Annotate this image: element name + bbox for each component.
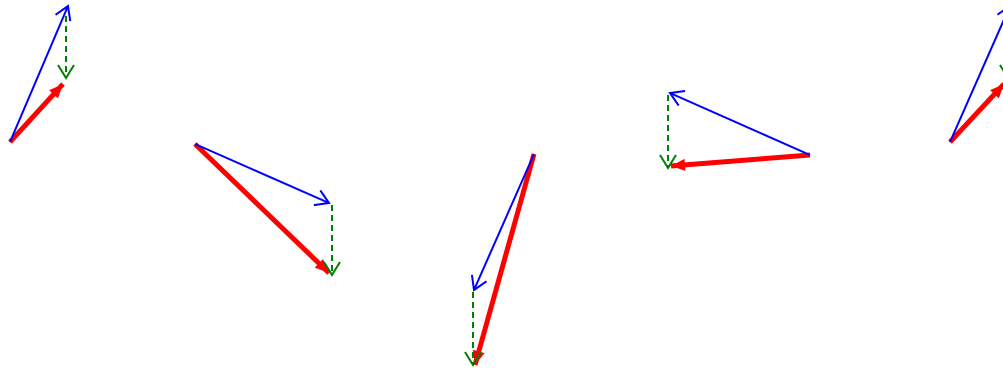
resultant-vector-arrow bbox=[472, 153, 537, 366]
initial-vector-arrow bbox=[470, 153, 535, 292]
vector-group-2 bbox=[193, 142, 341, 277]
resultant-vector-arrow-shaft bbox=[670, 152, 811, 169]
initial-vector-arrow bbox=[949, 9, 1003, 143]
added-vector-arrow bbox=[323, 205, 341, 277]
resultant-vector-arrow-shaft bbox=[472, 153, 537, 366]
initial-vector-arrow-shaft bbox=[669, 92, 811, 156]
added-vector-arrow bbox=[659, 95, 677, 170]
initial-vector-arrow-shaft bbox=[949, 19, 1003, 143]
initial-vector-arrow bbox=[194, 143, 331, 207]
added-vector-arrow bbox=[464, 292, 482, 367]
resultant-vector-arrow bbox=[948, 82, 1003, 144]
added-vector-arrow-head bbox=[464, 351, 482, 367]
initial-vector-arrow-head bbox=[54, 4, 72, 22]
initial-vector-arrow bbox=[9, 4, 72, 143]
vector-group-3 bbox=[464, 153, 537, 367]
initial-vector-arrow-shaft bbox=[9, 5, 69, 143]
resultant-vector-arrow-shaft bbox=[193, 142, 331, 275]
resultant-vector-arrow bbox=[193, 142, 331, 275]
added-vector-arrow bbox=[57, 16, 75, 80]
vector-groups bbox=[8, 4, 1003, 367]
resultant-vector-arrow bbox=[8, 82, 65, 144]
resultant-vector-arrow-head bbox=[671, 158, 686, 171]
initial-vector-arrow-shaft bbox=[473, 153, 535, 291]
resultant-vector-arrow-head bbox=[49, 84, 63, 99]
initial-vector-arrow-head bbox=[668, 89, 686, 107]
initial-vector-arrow-head bbox=[996, 9, 1003, 16]
added-vector-arrow-head bbox=[323, 261, 341, 277]
initial-vector-arrow bbox=[668, 89, 811, 156]
resultant-vector-arrow-head bbox=[990, 84, 1003, 99]
vector-group-1 bbox=[8, 4, 75, 144]
vector-group-4 bbox=[659, 89, 811, 171]
resultant-vector-arrow-head bbox=[314, 258, 329, 273]
initial-vector-arrow-shaft bbox=[194, 143, 330, 204]
initial-vector-arrow-head bbox=[470, 274, 488, 292]
added-vector-arrow-head bbox=[659, 154, 677, 170]
added-vector-arrow-head bbox=[57, 64, 75, 80]
resultant-vector-arrow bbox=[670, 152, 811, 171]
initial-vector-arrow-head bbox=[313, 189, 331, 207]
vector-group-5 bbox=[948, 9, 1003, 144]
